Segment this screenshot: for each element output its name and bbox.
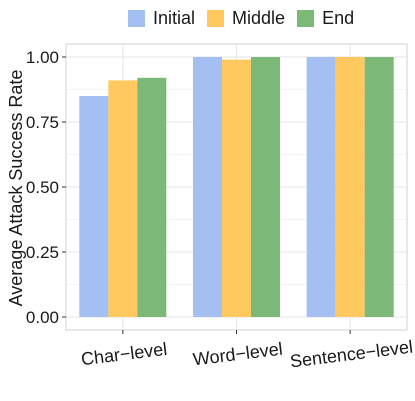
- x-tick-label: Char−level: [80, 339, 168, 369]
- y-tick-label: 0.00: [26, 308, 59, 327]
- legend-item-middle: Middle: [207, 8, 285, 29]
- bar-end-0: [137, 77, 167, 317]
- legend-label-initial: Initial: [153, 8, 196, 28]
- legend-label-middle: Middle: [232, 8, 286, 28]
- legend-item-initial: Initial: [128, 8, 195, 29]
- bar-end-2: [364, 57, 394, 317]
- y-axis-label: Average Attack Success Rate: [6, 70, 26, 307]
- x-axis: Char−level Word−level Sentence−level: [80, 330, 414, 372]
- legend-label-end: End: [322, 8, 355, 28]
- bar-initial-0: [79, 96, 109, 317]
- bar-middle-1: [222, 59, 251, 317]
- bars: [79, 57, 394, 318]
- y-tick-label: 0.25: [26, 243, 59, 262]
- bar-middle-2: [335, 57, 365, 317]
- legend-item-end: End: [297, 8, 354, 29]
- y-tick-label: 0.75: [26, 113, 59, 132]
- bar-initial-2: [306, 57, 336, 317]
- bar-end-1: [251, 57, 280, 317]
- x-tick-label: Sentence−level: [289, 337, 414, 372]
- x-tick-label: Word−level: [192, 339, 284, 370]
- legend: Initial Middle End: [128, 8, 366, 29]
- legend-swatch-end: [297, 10, 315, 27]
- y-axis: 0.00 0.25 0.50 0.75 1.00: [26, 48, 66, 327]
- y-tick-label: 0.50: [26, 178, 59, 197]
- bar-middle-0: [108, 80, 138, 318]
- legend-swatch-middle: [207, 10, 225, 27]
- bar-initial-1: [193, 57, 222, 317]
- y-tick-label: 1.00: [26, 48, 59, 67]
- legend-swatch-initial: [128, 10, 145, 27]
